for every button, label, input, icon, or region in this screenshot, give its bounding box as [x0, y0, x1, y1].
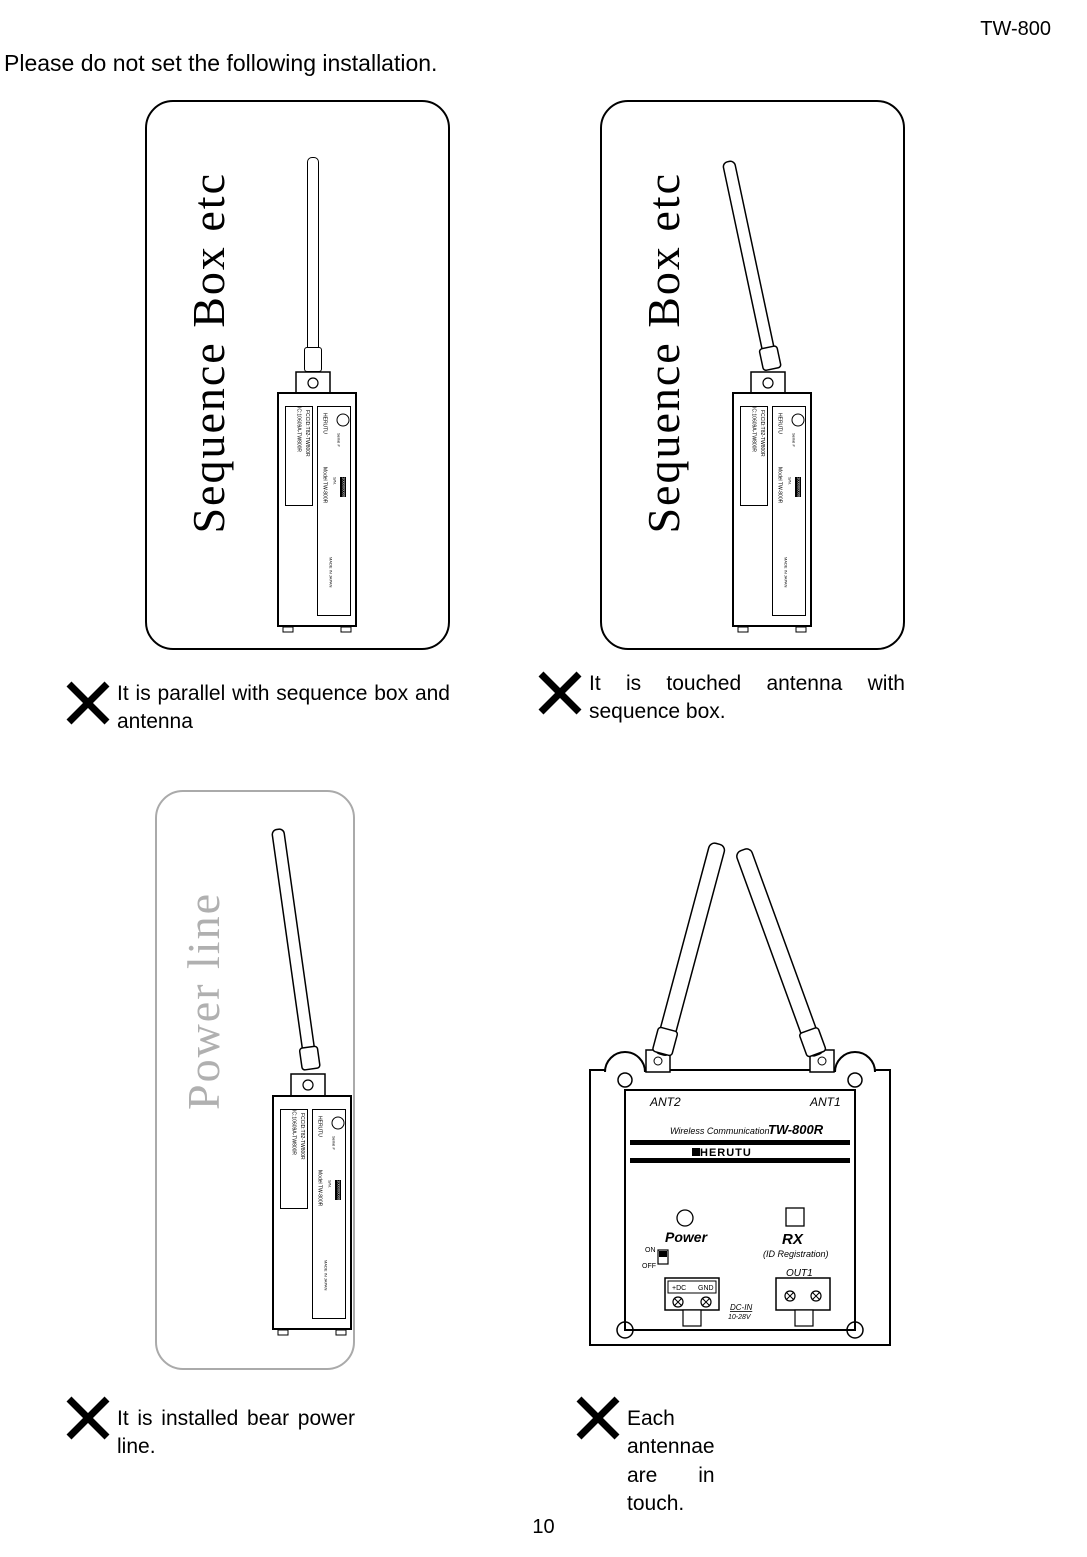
fig4-off: OFF	[642, 1263, 656, 1270]
fig4-model: TW-800R	[768, 1122, 824, 1137]
figure4-caption: Each antennae are in touch.	[627, 1405, 715, 1518]
figure-2: Sequence Box etc	[600, 100, 905, 650]
fig4-dcin: DC-IN	[730, 1303, 752, 1312]
fig3-sn: S/N.	[327, 1180, 331, 1188]
fig4-rx: RX	[782, 1231, 804, 1248]
figure-1: Sequence Box etc FCCID:T82-	[145, 100, 450, 650]
fig4-power: Power	[665, 1229, 709, 1245]
figure1-caption: It is parallel with sequence box and ant…	[117, 680, 450, 737]
fig4-out1: OUT1	[786, 1268, 813, 1279]
figure3-caption-row: It is installed bear power line.	[65, 1395, 355, 1452]
x-icon	[575, 1395, 621, 1441]
fig2-ic: IC:10609A-TW800R	[750, 407, 756, 505]
fig3-brand: HERUTU	[316, 1116, 322, 1137]
x-icon	[65, 1395, 111, 1441]
x-icon	[537, 670, 583, 716]
figure2-caption-row: It is touched antenna with sequence box.	[537, 670, 905, 727]
fig1-ic: IC:10609A-TW800R	[295, 407, 301, 505]
fig4-ant1: ANT1	[809, 1095, 841, 1109]
page-number: 10	[0, 1516, 1087, 1539]
figure1-frame: Sequence Box etc FCCID:T82-	[145, 100, 450, 650]
figure2-caption: It is touched antenna with sequence box.	[589, 670, 905, 727]
lead-text: Please do not set the following installa…	[4, 50, 437, 77]
header-model: TW-800	[980, 18, 1051, 41]
page: TW-800 Please do not set the following i…	[0, 0, 1087, 1557]
fig2-model: Model TW-800R	[776, 467, 782, 503]
fig3-snnum: 100000000	[335, 1180, 341, 1200]
figure3-box-label: Power line	[177, 892, 230, 1110]
fig4-rxsub: (ID Registration)	[763, 1249, 829, 1259]
fig1-model: Model TW-800R	[321, 467, 327, 503]
fig3-made: MADE IN JAPAN	[323, 1260, 327, 1290]
fig3-ic: IC:10609A-TW800R	[290, 1110, 296, 1208]
fig4-ant2: ANT2	[649, 1095, 681, 1109]
figure4-device: ANT2 ANT1 Wireless Communication TW-800R…	[550, 800, 860, 1320]
figure3-caption: It is installed bear power line.	[117, 1405, 355, 1462]
fig4-vdc: +DC	[672, 1285, 686, 1292]
fig4-on: ON	[645, 1247, 656, 1254]
x-icon	[65, 680, 111, 726]
fig2-brand: HERUTU	[776, 413, 782, 434]
figure1-caption-row: It is parallel with sequence box and ant…	[65, 680, 450, 737]
fig2-sn: S/N.	[787, 477, 791, 485]
fig1-made: MADE IN JAPAN	[328, 557, 332, 587]
figure-3: Power line FCCI	[155, 790, 355, 1370]
fig1-fcc: FCCID:T82-TW800R	[301, 407, 313, 505]
fig4-brand-svg: HERUTU	[700, 1147, 752, 1159]
fig1-brand: HERUTU	[321, 413, 327, 434]
figure3-frame: Power line FCCI	[155, 790, 355, 1370]
figure2-box-label: Sequence Box etc	[637, 172, 690, 534]
fig2-made: MADE IN JAPAN	[783, 557, 787, 587]
fig1-serial: Serial #	[336, 433, 340, 447]
fig2-serial: Serial #	[791, 433, 795, 447]
figure4-caption-row: Each antennae are in touch.	[575, 1395, 715, 1508]
fig3-fcc: FCCID:T82-TW800R	[296, 1110, 308, 1208]
fig1-sn: S/N.	[332, 477, 336, 485]
fig4-dcinr: 10-28V	[728, 1314, 752, 1321]
fig3-serial: Serial #	[331, 1136, 335, 1150]
figure1-box-label: Sequence Box etc	[182, 172, 235, 534]
figure2-frame: Sequence Box etc	[600, 100, 905, 650]
fig4-wireless: Wireless Communication	[670, 1126, 769, 1136]
fig1-snnum: 100000000	[340, 477, 346, 497]
fig2-snnum: 100000000	[795, 477, 801, 497]
fig4-gnd: GND	[698, 1285, 714, 1292]
fig2-fcc: FCCID:T82-TW800R	[756, 407, 768, 505]
fig3-model: Model TW-800R	[316, 1170, 322, 1206]
